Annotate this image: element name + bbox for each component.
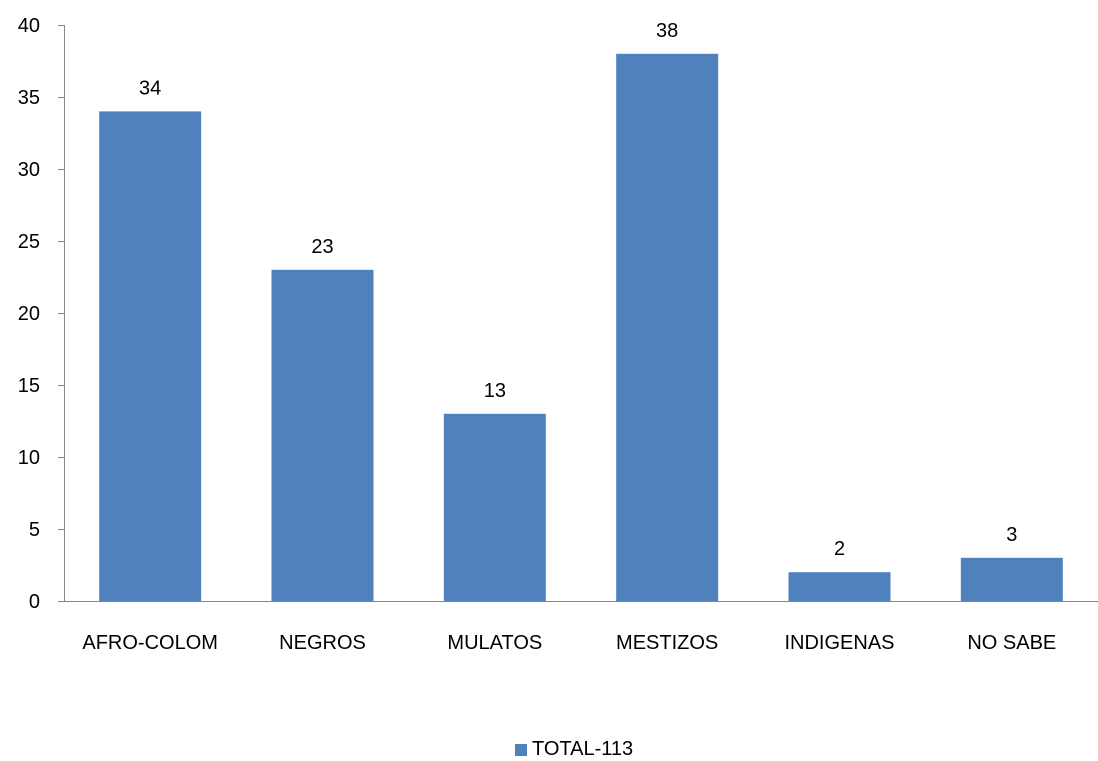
bars	[99, 53, 1063, 602]
bar-value-label: 3	[1006, 524, 1017, 546]
bar	[960, 557, 1063, 601]
legend: TOTAL-113	[515, 738, 633, 760]
x-category-label: INDIGENAS	[784, 632, 894, 654]
x-category-label: MULATOS	[447, 632, 542, 654]
bar-value-label: 38	[656, 20, 678, 42]
x-category-label: NO SABE	[967, 632, 1056, 654]
bar	[99, 111, 202, 602]
bar-value-label: 34	[139, 77, 161, 99]
x-category-label: NEGROS	[279, 632, 366, 654]
y-tick-label: 35	[18, 87, 40, 109]
legend-label: TOTAL-113	[532, 738, 633, 760]
bar	[443, 413, 546, 601]
bar	[788, 572, 891, 601]
y-tick-label: 0	[29, 591, 40, 613]
bar	[271, 269, 374, 601]
y-tick-label: 10	[18, 447, 40, 469]
x-axis: AFRO-COLOM NEGROS MULATOS MESTIZOS INDIGENAS…	[64, 601, 1098, 654]
x-category-label: MESTIZOS	[616, 632, 718, 654]
bar-value-label: 23	[311, 236, 333, 258]
y-tick-label: 40	[18, 15, 40, 37]
legend-swatch	[515, 744, 527, 756]
y-tick-label: 20	[18, 303, 40, 325]
y-tick-label: 25	[18, 231, 40, 253]
x-category-label: AFRO-COLOM	[82, 632, 218, 654]
y-axis: 0 5 10 15 20 25 30 35 40	[18, 15, 65, 613]
bar	[616, 53, 719, 602]
y-tick-label: 5	[29, 519, 40, 541]
bar-value-label: 2	[834, 538, 845, 560]
y-tick-label: 30	[18, 159, 40, 181]
y-tick-label: 15	[18, 375, 40, 397]
bar-value-label: 13	[484, 380, 506, 402]
